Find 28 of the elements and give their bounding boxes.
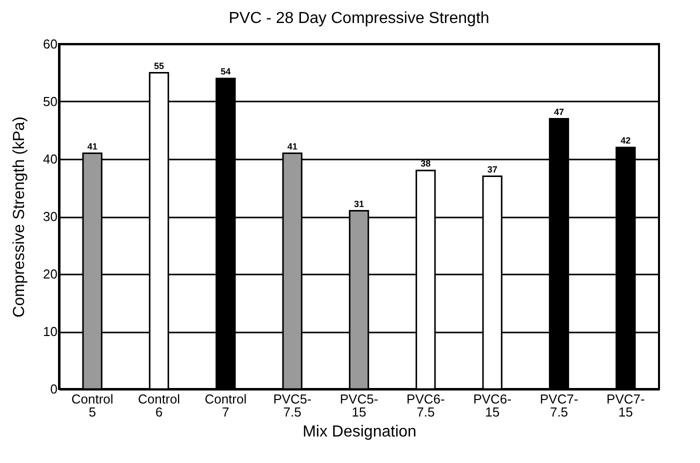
- chart-title: PVC - 28 Day Compressive Strength: [228, 10, 490, 27]
- x-tick-label: PVC5- 7.5: [273, 392, 312, 420]
- x-tick-label: PVC6- 15: [473, 392, 512, 420]
- x-tick-label: Control 6: [138, 392, 180, 420]
- x-axis-title: Mix Designation: [302, 424, 416, 440]
- x-tick-label: Control 7: [204, 392, 247, 420]
- data-label: 54: [220, 66, 231, 76]
- data-label: 31: [354, 198, 364, 209]
- y-tick-label: 0: [50, 382, 58, 396]
- y-tick-label: 20: [43, 266, 58, 282]
- x-tick-label: PVC6- 7.5: [406, 392, 445, 420]
- data-label: 38: [420, 158, 431, 168]
- data-label: 42: [620, 136, 631, 146]
- y-tick-label: 10: [43, 324, 58, 339]
- data-label: 55: [154, 60, 164, 71]
- y-tick-label: 30: [43, 209, 58, 224]
- y-tick-label: 60: [43, 36, 58, 52]
- data-label: 37: [487, 164, 498, 174]
- y-axis-title: Compressive Strength (kPa): [11, 116, 28, 318]
- x-tick-label: PVC7- 15: [606, 392, 645, 420]
- data-label: 41: [87, 141, 98, 152]
- x-tick-label: Control 5: [71, 392, 114, 420]
- y-tick-label: 40: [43, 152, 58, 166]
- data-label: 47: [554, 106, 564, 117]
- x-tick-label: PVC5- 15: [340, 392, 378, 420]
- x-tick-label: PVC7- 7.5: [540, 392, 578, 420]
- y-tick-label: 50: [43, 94, 58, 109]
- data-label: 41: [287, 141, 298, 152]
